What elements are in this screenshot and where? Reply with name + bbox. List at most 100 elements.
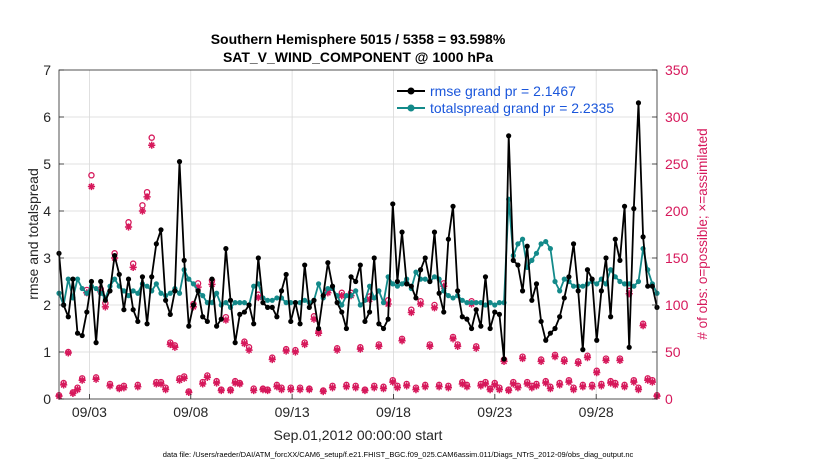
totalspread-series-point	[621, 281, 628, 287]
obs-assimilated-point	[264, 386, 272, 395]
obs-possible-point	[139, 202, 146, 209]
totalspread-series-point	[557, 288, 563, 294]
obs-assimilated-point	[305, 386, 313, 394]
obs-assimilated-point	[273, 383, 281, 391]
totalspread-series-point	[325, 285, 331, 292]
rmse-series-point	[612, 236, 618, 242]
obs-assimilated-point	[602, 356, 610, 365]
obs-assimilated-point	[342, 383, 351, 391]
obs-assimilated-point	[556, 381, 564, 389]
rmse-series-point	[631, 206, 637, 212]
y-tick-label: 5	[43, 156, 51, 172]
y-tick-label: 6	[43, 109, 51, 125]
totalspread-series-point	[125, 293, 132, 299]
totalspread-series-point	[561, 276, 567, 282]
totalspread-series-point	[570, 283, 577, 289]
rmse-series-point	[413, 295, 419, 301]
rmse-series-point	[510, 257, 516, 263]
rmse-series-point	[584, 267, 591, 273]
totalspread-series-point	[399, 281, 405, 287]
rmse-series-point	[125, 276, 132, 282]
obs-assimilated-point	[203, 373, 211, 381]
totalspread-series-point	[153, 281, 159, 287]
totalspread-series-point	[450, 295, 456, 301]
obs-assimilated-point	[514, 384, 522, 392]
rmse-series-point	[455, 288, 461, 294]
rmse-series-point	[487, 325, 493, 332]
totalspread-series-point	[580, 283, 586, 289]
obs-assimilated-point	[120, 384, 128, 392]
rmse-series-point	[376, 321, 382, 327]
obs-assimilated-point	[217, 386, 225, 395]
rmse-series-point	[533, 281, 540, 287]
rmse-series-point	[515, 262, 521, 268]
obs-assimilated-point	[560, 357, 568, 365]
totalspread-series-point	[519, 236, 526, 242]
rmse-series-point	[315, 325, 322, 332]
rmse-series-point	[543, 337, 549, 343]
obs-assimilated-point	[537, 357, 545, 365]
rmse-series-point	[482, 274, 489, 280]
obs-assimilated-point	[245, 346, 253, 354]
totalspread-series-point	[121, 288, 127, 294]
rmse-series-point	[209, 276, 215, 282]
rmse-series-point	[116, 271, 122, 278]
y-right-tick-label: 350	[665, 62, 689, 78]
obs-assimilated-point	[87, 182, 96, 191]
x-tick-label: 09/18	[376, 404, 411, 420]
rmse-series-point	[112, 253, 118, 259]
y-tick-label: 3	[43, 250, 51, 266]
obs-assimilated-point	[639, 322, 647, 330]
obs-assimilated-point	[240, 339, 249, 348]
rmse-series-point	[329, 283, 336, 289]
obs-assimilated-point	[328, 384, 337, 392]
rmse-series-point	[130, 307, 136, 313]
rmse-series-point	[320, 293, 326, 299]
totalspread-series-point	[413, 269, 419, 275]
axes: 09/03 09/08 09/13 09/18 09/23 09/28 0 1 2 3 4 5 6 7 0 5…	[43, 62, 688, 420]
rmse-series-point	[306, 304, 312, 310]
obs-assimilated-point	[416, 300, 425, 308]
obs-assimilated-point	[458, 380, 466, 388]
totalspread-series-point	[515, 241, 521, 247]
obs-assimilated-point	[282, 347, 290, 355]
rmse-series-point	[274, 314, 280, 320]
totalspread-series-line	[58, 198, 658, 309]
totalspread-series-point	[431, 274, 438, 280]
obs-assimilated-point	[124, 223, 133, 231]
obs-assimilated-point	[491, 381, 499, 389]
obs-assimilated-point	[319, 387, 327, 396]
x-axis-label: Sep.01,2012 00:00:00 start	[274, 427, 443, 443]
totalspread-series-point	[371, 295, 377, 301]
rmse-series-point	[529, 297, 535, 303]
rmse-series-point	[552, 325, 558, 332]
obs-assimilated-point	[106, 382, 114, 390]
rmse-series-point	[176, 159, 183, 165]
totalspread-series-point	[464, 300, 470, 306]
rmse-series-point	[506, 133, 512, 139]
totalspread-series-point	[223, 300, 229, 306]
rmse-series-point	[246, 302, 252, 308]
rmse-series-point	[343, 325, 350, 332]
totalspread-series-point	[167, 290, 173, 296]
rmse-series-point	[594, 337, 600, 343]
rmse-series-point	[135, 318, 141, 325]
rmse-series-line	[58, 102, 658, 361]
rmse-series-point	[195, 288, 201, 294]
rmse-series-point	[241, 309, 248, 315]
rmse-series-point	[288, 318, 294, 325]
totalspread-series-point	[473, 300, 479, 306]
obs-assimilated-point	[64, 349, 72, 357]
obs-assimilated-point	[421, 383, 429, 391]
totalspread-series-point	[214, 290, 220, 296]
obs-assimilated-point	[505, 386, 513, 395]
obs-assimilated-point	[607, 379, 615, 387]
obs-assimilated-point	[175, 376, 184, 384]
rmse-series-point	[635, 100, 642, 106]
totalspread-series-point	[543, 238, 549, 245]
rmse-series-point	[645, 283, 651, 289]
rmse-series-point	[496, 311, 502, 317]
totalspread-series-point	[176, 290, 183, 296]
totalspread-series-point	[376, 288, 382, 294]
